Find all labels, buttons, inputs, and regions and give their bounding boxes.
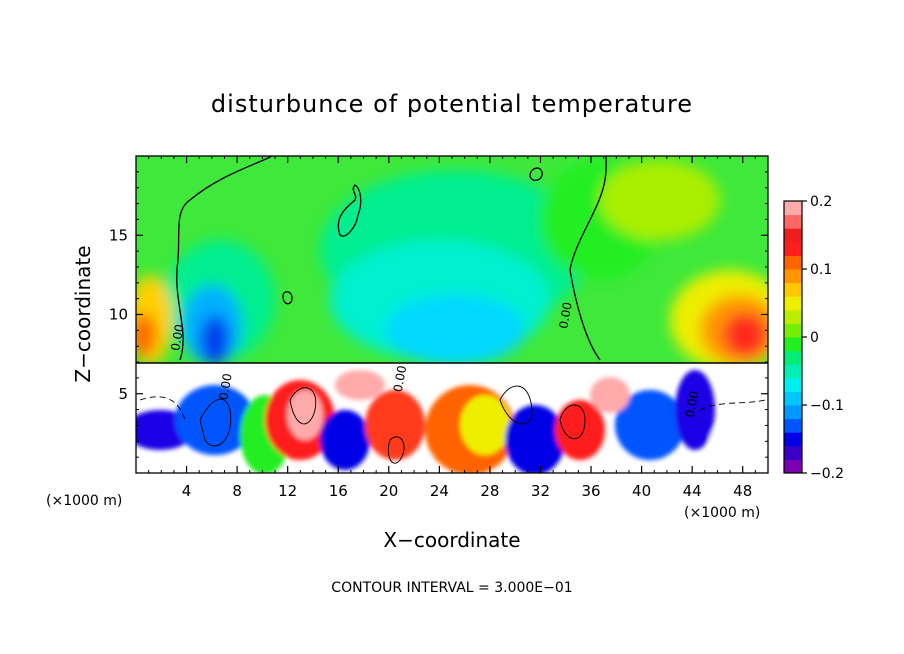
colorbar-swatch (784, 337, 802, 352)
x-tick-label: 12 (278, 482, 297, 500)
contour-label: 0.00 (391, 364, 409, 393)
contour-lines (176, 156, 607, 361)
colorbar-swatch (784, 445, 802, 460)
colorbar-tick-label: 0 (810, 330, 819, 346)
zero-contour-right (569, 156, 607, 361)
colorbar-swatch (784, 282, 802, 297)
lower-field-blobs (136, 370, 768, 473)
colorbar-swatch (784, 214, 802, 229)
x-tick-label: 20 (379, 482, 398, 500)
colorbar-swatch (784, 418, 802, 433)
contour-label: 0.00 (216, 372, 234, 401)
x-tick-label: 16 (329, 482, 348, 500)
colorbar-swatch (784, 228, 802, 243)
colorbar-swatch (784, 323, 802, 338)
x-tick-label: 8 (232, 482, 242, 500)
contour-lines-lower (139, 385, 766, 464)
x-tick-label: 28 (480, 482, 499, 500)
colorbar-swatch (784, 364, 802, 379)
colorbar-swatch (784, 377, 802, 392)
y-axis-label: Z−coordinate (71, 245, 95, 382)
x-tick-label: 4 (182, 482, 192, 500)
y-tick-label: 5 (118, 385, 128, 403)
colorbar-tick-label: −0.1 (810, 398, 844, 414)
colorbar-tick-label: 0.2 (810, 194, 832, 210)
x-tick-label: 48 (733, 482, 752, 500)
plot-area: 0.00 0.00 0.00 0.00 0.00 (136, 156, 768, 473)
chart-title: disturbunce of potential temperature (211, 90, 693, 118)
colorbar-swatch (784, 296, 802, 311)
zero-contour-left (176, 156, 273, 361)
closed-contour-1 (337, 184, 362, 237)
colorbar-swatch (784, 241, 802, 256)
contour-labels: 0.00 0.00 0.00 0.00 0.00 (168, 301, 701, 419)
colorbar-swatch (784, 201, 802, 216)
colorbar-swatch (784, 269, 802, 284)
upper-field-blobs (136, 160, 768, 370)
x-tick-label: 32 (531, 482, 550, 500)
colorbar-tick-label: −0.2 (810, 466, 844, 482)
colorbar-swatch (784, 350, 802, 365)
closed-contour-2 (529, 167, 543, 182)
colorbar-swatch (784, 255, 802, 270)
x-axis-label: X−coordinate (383, 528, 520, 552)
colorbar-swatch (784, 309, 802, 324)
colorbar-swatch (784, 432, 802, 447)
x-tick-label: 36 (581, 482, 600, 500)
colorbar-swatch (784, 459, 802, 474)
contour-label: 0.00 (683, 390, 701, 419)
contour-label: 0.00 (556, 301, 574, 330)
x-unit-left: (×1000 m) (46, 493, 122, 509)
y-tick-label: 15 (109, 226, 128, 244)
y-axis-ticks: 5 10 15 (109, 171, 768, 458)
colorbar-tick-label: 0.1 (810, 262, 832, 278)
y-tick-label: 10 (109, 306, 128, 324)
x-unit-right: (×1000 m) (684, 505, 760, 521)
contour-label: 0.00 (168, 323, 186, 352)
x-tick-label: 44 (683, 482, 702, 500)
colorbar-swatch (784, 405, 802, 420)
x-tick-label: 40 (632, 482, 651, 500)
closed-contour-3 (282, 291, 293, 305)
colorbar: 0.2 0.1 0 −0.1 −0.2 (783, 194, 844, 482)
contour-interval-note: CONTOUR INTERVAL = 3.000E−01 (331, 580, 572, 596)
x-axis-ticks: 4 8 12 16 20 24 28 32 36 40 44 48 (148, 156, 756, 500)
x-tick-label: 24 (430, 482, 449, 500)
colorbar-swatch (784, 391, 802, 406)
